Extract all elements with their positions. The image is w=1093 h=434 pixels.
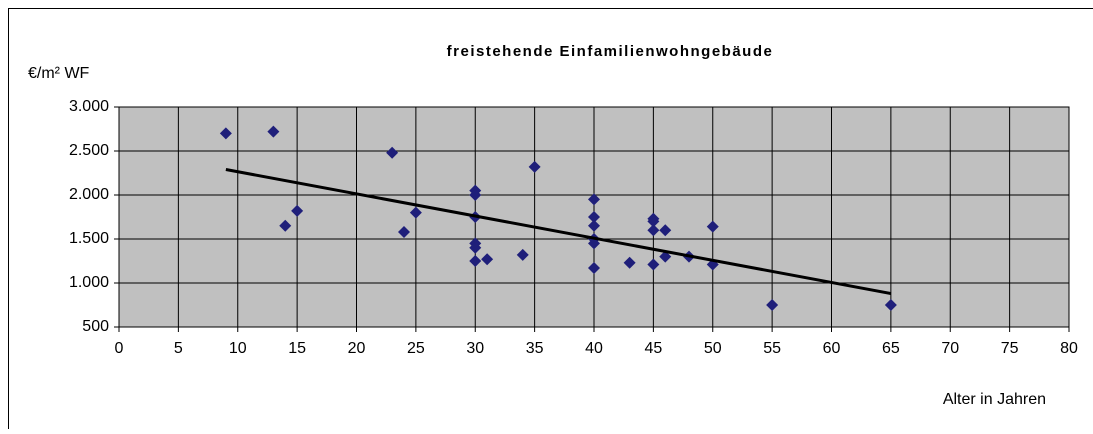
- x-axis-label: Alter in Jahren: [943, 391, 1046, 408]
- y-tick-label: 1.000: [69, 274, 109, 291]
- x-tick-label: 40: [585, 340, 603, 357]
- x-tick-label: 20: [348, 340, 366, 357]
- x-tick-label: 70: [941, 340, 959, 357]
- x-tick-label: 75: [1001, 340, 1019, 357]
- x-tick-label: 10: [229, 340, 247, 357]
- x-tick-label: 25: [407, 340, 425, 357]
- x-tick-label: 80: [1060, 340, 1078, 357]
- y-tick-label: 1.500: [69, 230, 109, 247]
- x-tick-label: 35: [526, 340, 544, 357]
- x-tick-label: 60: [823, 340, 841, 357]
- y-tick-label: 2.000: [69, 186, 109, 203]
- x-tick-label: 30: [466, 340, 484, 357]
- y-tick-label: 500: [82, 318, 109, 335]
- x-tick-label: 55: [763, 340, 781, 357]
- y-tick-label: 3.000: [69, 98, 109, 115]
- x-tick-label: 65: [882, 340, 900, 357]
- y-tick-label: 2.500: [69, 142, 109, 159]
- chart-title: freistehende Einfamilienwohngebäude: [447, 43, 774, 60]
- x-tick-label: 45: [644, 340, 662, 357]
- x-tick-label: 5: [174, 340, 183, 357]
- x-tick-label: 15: [288, 340, 306, 357]
- y-axis-label: €/m² WF: [28, 65, 90, 82]
- x-tick-label: 50: [704, 340, 722, 357]
- x-tick-label: 0: [115, 340, 124, 357]
